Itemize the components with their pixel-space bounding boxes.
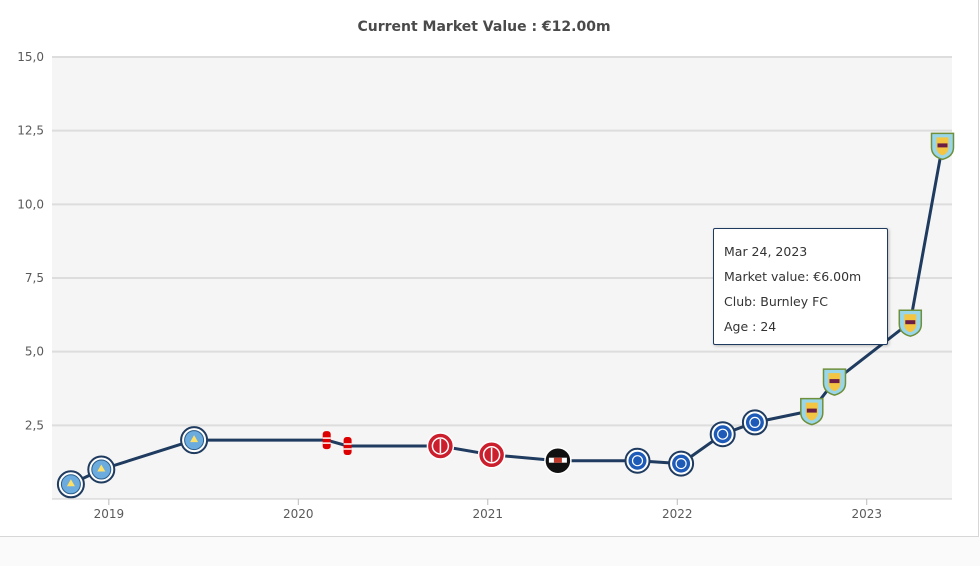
data-point (822, 368, 847, 396)
tooltip-market-value: Market value: €6.00m (724, 269, 862, 284)
data-point (800, 397, 824, 426)
crest-detail (829, 379, 840, 384)
y-tick-label: 2,5 (25, 418, 44, 432)
crest-detail (631, 455, 644, 467)
y-tick-label: 5,0 (25, 345, 44, 359)
data-point (624, 447, 651, 474)
data-point (668, 450, 695, 477)
crest-detail (66, 479, 75, 487)
x-tick-label: 2023 (851, 507, 882, 521)
crest-ring (482, 446, 501, 464)
crest-fill (628, 451, 647, 470)
y-tick-label: 15,0 (17, 50, 44, 64)
crest-fill (745, 413, 764, 432)
data-point (56, 470, 85, 499)
crest-detail (806, 408, 817, 413)
data-point (426, 432, 455, 460)
data-point (180, 426, 209, 455)
crest-tree (343, 437, 352, 455)
y-tick-label: 10,0 (17, 197, 44, 211)
tooltip-date: Mar 24, 2023 (724, 244, 808, 259)
data-point (343, 437, 352, 455)
data-point (741, 409, 768, 436)
x-tick-label: 2021 (473, 507, 504, 521)
data-point (898, 309, 923, 337)
chart-tooltip: Mar 24, 2023 Market value: €6.00m Club: … (713, 228, 888, 345)
crest-detail (717, 428, 729, 440)
data-point (87, 455, 116, 484)
x-tick-label: 2022 (662, 507, 693, 521)
crest-fill (672, 454, 691, 473)
crest-ring (431, 437, 450, 455)
data-point (322, 431, 331, 450)
tooltip-age: Age : 24 (724, 319, 777, 334)
tooltip-club: Club: Burnley FC (724, 294, 829, 309)
crest-detail (675, 458, 687, 470)
crest-detail (190, 435, 199, 443)
y-tick-label: 7,5 (25, 271, 44, 285)
crest-detail (97, 464, 106, 472)
crest-fill (713, 425, 732, 444)
bottom-strip (0, 537, 980, 566)
crest-detail (937, 143, 948, 148)
x-tick-label: 2020 (283, 507, 314, 521)
chart-title: Current Market Value : €12.00m (357, 19, 611, 35)
data-point (930, 132, 955, 161)
crest-detail (749, 416, 761, 428)
crest-detail (553, 457, 562, 463)
data-point (477, 441, 506, 469)
series-line (70, 145, 944, 486)
data-point (709, 421, 736, 448)
y-tick-label: 12,5 (17, 124, 44, 138)
x-tick-label: 2019 (94, 507, 125, 521)
crest-detail (905, 320, 916, 325)
data-point (544, 446, 572, 475)
crest-tree (322, 431, 331, 450)
